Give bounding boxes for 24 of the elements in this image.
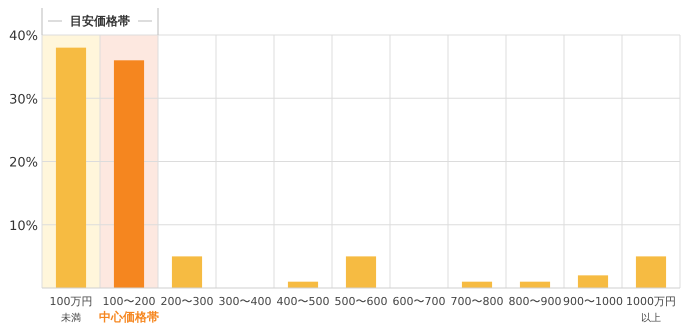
x-tick-label: 100〜200 [102,295,156,308]
x-tick-label: 300〜400 [218,295,272,308]
x-tick-label: 900〜1000 [563,295,623,308]
text: 目安価格帯 [70,14,130,28]
x-tick-label: 400〜500 [276,295,330,308]
bar [172,256,202,288]
y-tick-label: 30% [9,92,38,108]
bar [346,256,376,288]
y-tick-label: 20% [9,156,38,170]
bar [636,256,666,288]
x-tick-label: 800〜900 [508,295,562,308]
y-tick-label: 10% [9,218,38,234]
y-tick-label: 40% [9,29,38,44]
x-tick-label: 100万円未満 [50,295,92,324]
x-tick-label: 700〜800 [450,295,504,308]
bar [288,282,318,288]
x-tick-label: 200〜300 [160,295,214,308]
bar [578,275,608,288]
x-tick-label: 600〜700 [392,295,446,308]
bar [520,282,550,288]
bar [462,282,492,288]
x-tick-label: 1000万円以上 [626,295,676,324]
text: 中心価格帯 [99,310,159,324]
x-tick-label: 500〜600 [334,295,388,308]
